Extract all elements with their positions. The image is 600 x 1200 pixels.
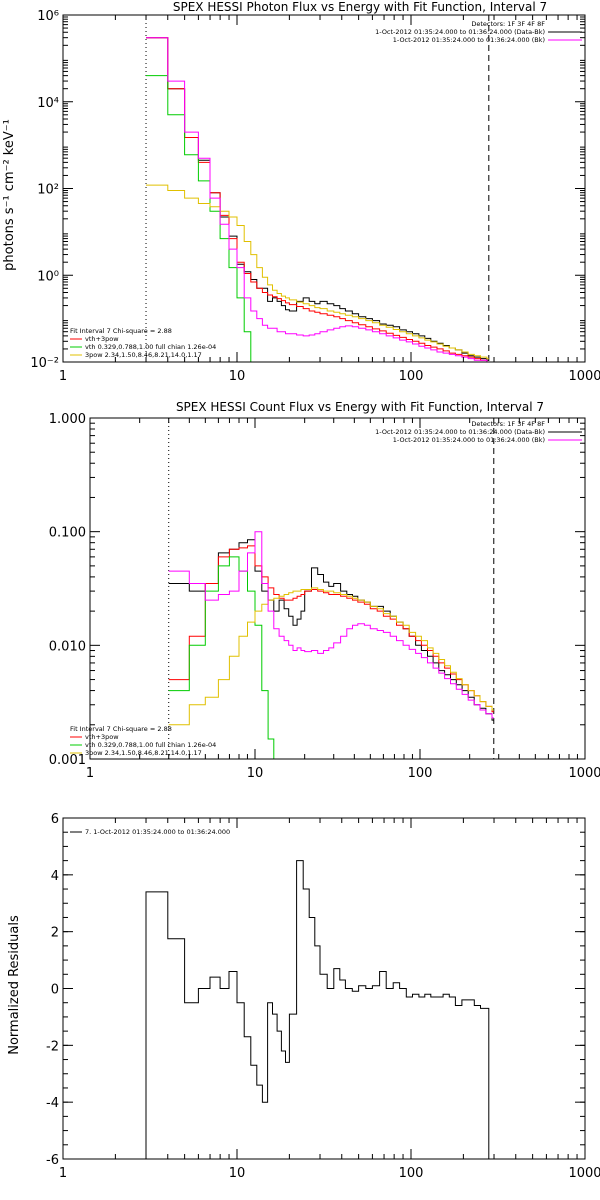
count-flux-y-tick-label-1: 0.010 [49,639,86,654]
photon-flux-series-3 [146,184,489,360]
count-flux-fit-legend-2: 3pow 2.34,1.50,8.46,8.21,14.0,1.17 [85,749,202,757]
count-flux-series-3 [168,587,494,726]
residuals-plot: 1 10 100 1000 -6 -4 -2 0 2 4 6 [46,812,600,1181]
residuals-y-label: Normalized Residuals [7,915,22,1055]
photon-flux-y-tick-label-3: 10⁴ [37,96,59,111]
residuals-x-tick-label-0: 1 [59,1166,67,1181]
count-flux-x-tick-label-3: 1000 [568,766,600,781]
photon-flux-y-tick-label-0: 10⁻² [30,356,59,371]
count-flux-x-tick-label-0: 1 [86,766,94,781]
residuals-x-tick-label-2: 100 [399,1166,424,1181]
count-flux-x-tick-label-1: 10 [247,766,264,781]
photon-flux-y-tick-label-2: 10² [37,183,59,198]
count-flux-x-tick-label-2: 100 [408,766,433,781]
photon-flux-x-tick-label-0: 1 [59,369,67,384]
photon-flux-title: SPEX HESSI Photon Flux vs Energy with Fi… [173,0,547,14]
count-flux-y-tick-label-3: 1.000 [49,412,86,427]
count-flux-panel: SPEX HESSI Count Flux vs Energy with Fit… [70,400,582,757]
photon-flux-fit-legend-0: vth+3pow [85,335,119,343]
photon-flux-x-tick-label-1: 10 [229,369,246,384]
residuals-x-tick-label-1: 10 [229,1166,246,1181]
count-flux-y-tick-label-2: 0.100 [49,526,86,541]
residuals-panel: Normalized Residuals 7. 1-Oct-2012 01:35… [7,828,230,1055]
count-flux-y-tick-label-0: 0.001 [49,753,86,768]
photon-flux-y-tick-label-4: 10⁶ [37,9,59,24]
photon-flux-x-tick-label-3: 1000 [568,369,600,384]
photon-flux-panel: SPEX HESSI Photon Flux vs Energy with Fi… [2,0,582,359]
count-flux-header-data-bk: 1-Oct-2012 01:35:24.000 to 01:36:24.000 … [375,428,545,436]
residuals-y-tick-label-3: 0 [51,983,59,998]
photon-flux-y-tick-label-1: 10⁰ [37,269,59,284]
photon-flux-fit-legend-1: vth 0.329,0.788,1.00 full chian 1.26e-04 [85,343,216,351]
count-flux-fit-legend-0: vth+3pow [85,733,119,741]
count-flux-fit-legend-1: vth 0.329,0.788,1.00 full chian 1.26e-04 [85,741,216,749]
residuals-x-tick-label-3: 1000 [568,1166,600,1181]
residuals-series-0 [145,860,490,1159]
photon-flux-header-data-bk: 1-Oct-2012 01:35:24.000 to 01:36:24.000 … [375,28,545,36]
photon-flux-x-tick-label-2: 100 [399,369,424,384]
photon-flux-header-detectors: Detectors: 1F 3F 4F 8F [471,20,545,28]
count-flux-frame [89,417,586,760]
count-flux-series-1 [168,545,494,713]
count-flux-header-bk: 1-Oct-2012 01:35:24.000 to 01:36:24.000 … [393,436,545,444]
count-flux-plot: 1 10 100 1000 0.001 0.010 0.100 1.000 [49,412,600,781]
residuals-y-tick-label-0: -6 [46,1153,59,1168]
count-flux-header-detectors: Detectors: 1F 3F 4F 8F [471,420,545,428]
photon-flux-fit-label: Fit Interval 7 Chi-square = 2.88 [70,327,172,335]
photon-flux-series-4 [146,37,489,362]
count-flux-fit-label: Fit Interval 7 Chi-square = 2.88 [70,725,172,733]
residuals-y-tick-label-6: 6 [51,812,59,827]
residuals-y-tick-label-1: -4 [46,1096,59,1111]
count-flux-title: SPEX HESSI Count Flux vs Energy with Fit… [176,400,544,414]
residuals-legend: 7. 1-Oct-2012 01:35:24.000 to 01:36:24.0… [85,828,230,836]
residuals-y-tick-label-5: 4 [51,869,59,884]
residuals-y-tick-label-4: 2 [51,926,59,941]
photon-flux-series-2 [146,75,258,362]
photon-flux-y-label: photons s⁻¹ cm⁻² keV⁻¹ [2,119,17,271]
residuals-y-tick-label-2: -2 [46,1039,59,1054]
count-flux-series-4 [168,531,494,719]
count-flux-series-2 [168,556,275,759]
photon-flux-series-1 [146,37,489,362]
photon-flux-header-bk: 1-Oct-2012 01:35:24.000 to 01:36:24.000 … [393,36,545,44]
photon-flux-plot: 1 10 100 1000 10⁻² 10⁰ 10² 10⁴ 10⁶ [30,9,600,384]
photon-flux-fit-legend-2: 3pow 2.34,1.50,8.46,8.21,14.0,1.17 [85,351,202,359]
